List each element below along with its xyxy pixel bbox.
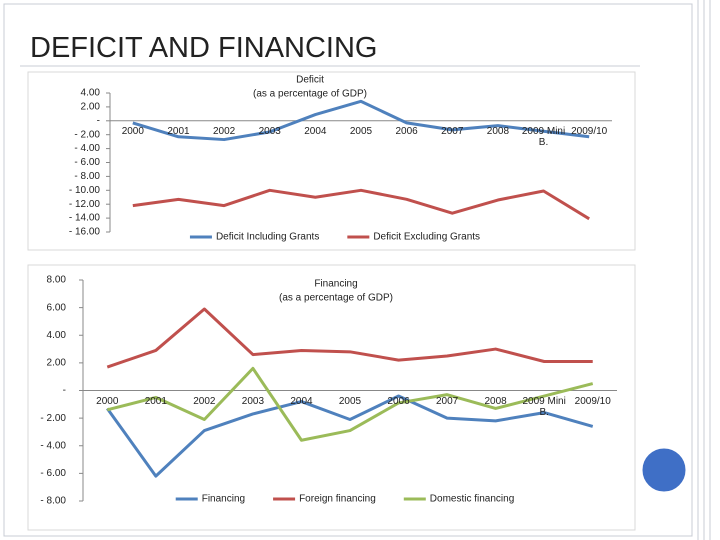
chart-box [27,71,636,251]
series-line [132,99,590,142]
chart-subtitle: (as a percentage of GDP) [253,89,367,100]
series-line [132,188,590,221]
y-tick-label: - 2.00 [40,413,66,424]
chart-title: Deficit [296,75,324,86]
y-tick-label: - 12.00 [69,199,101,210]
x-tick-label: 2004 [304,125,327,137]
x-tick-label: 2009 Mini B. [521,125,566,148]
chart-subtitle: (as a percentage of GDP) [279,293,393,304]
chart-title: Financing [314,279,357,290]
x-tick-label: 2005 [338,395,362,407]
x-tick-label: 2008 [486,125,510,137]
x-tick-label: 2007 [435,395,459,407]
y-tick-label: - 10.00 [69,185,101,196]
y-tick-label: 4.00 [81,88,101,99]
x-tick-label: 2009 Mini B. [522,395,566,418]
y-tick-label: - 4.00 [40,440,66,451]
x-tick-label: 2003 [241,395,265,407]
decor-circle [639,445,689,495]
y-tick-label: - 14.00 [69,213,101,224]
series-line [106,307,593,369]
legend-label: Financing [202,494,245,505]
x-tick-label: 2002 [193,395,216,407]
y-tick-label: 2.00 [81,102,101,113]
slide-frame [3,3,693,537]
y-tick-label: - 6.00 [74,157,100,168]
x-tick-label: 2007 [441,125,464,137]
y-tick-label: - 4.00 [74,143,100,154]
x-tick-label: 2000 [121,125,144,137]
x-tick-label: 2001 [144,395,167,407]
legend-label: Domestic financing [430,494,514,505]
legend-label: Deficit Including Grants [216,232,319,243]
y-tick-label: - 8.00 [74,171,100,182]
x-tick-label: 2009/10 [571,125,608,137]
x-tick-label: 2000 [96,395,119,407]
slide-title: DEFICIT AND FINANCING [30,32,378,64]
y-tick-label: - 6.00 [40,468,66,479]
y-tick-label: - 8.00 [40,496,66,507]
y-tick-label: 8.00 [47,275,67,286]
legend-label: Foreign financing [299,494,376,505]
x-tick-label: 2002 [212,125,236,137]
x-tick-label: 2003 [258,125,281,137]
y-tick-label: - [63,385,66,396]
x-tick-label: 2001 [167,125,190,137]
y-tick-label: 4.00 [47,330,67,341]
y-tick-label: - [97,115,100,126]
y-tick-label: - 16.00 [69,227,101,238]
x-tick-label: 2006 [387,395,410,407]
x-tick-label: 2006 [395,125,418,137]
series-line [106,366,594,442]
x-tick-label: 2008 [484,395,507,407]
x-tick-label: 2005 [349,125,373,137]
x-tick-label: 2004 [290,395,313,407]
y-tick-label: 2.00 [47,358,67,369]
y-tick-label: 6.00 [47,302,67,313]
series-line [106,394,594,478]
x-tick-label: 2009/10 [574,395,611,407]
legend-label: Deficit Excluding Grants [373,232,480,243]
y-tick-label: - 2.00 [74,129,100,140]
